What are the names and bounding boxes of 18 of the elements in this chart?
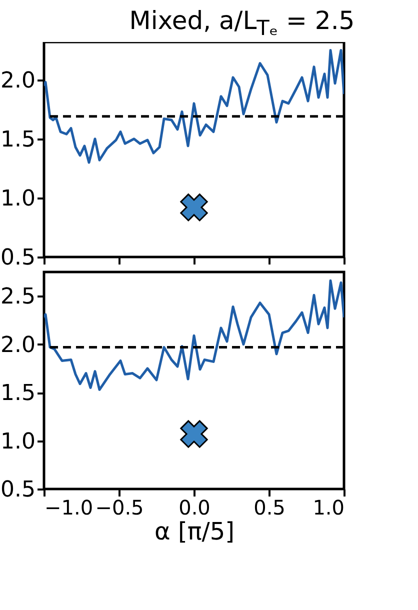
y-tick-label: 1.5 xyxy=(0,127,36,152)
x-tick-label: 0.5 xyxy=(254,496,286,520)
x-tick-label: 1.0 xyxy=(312,496,344,520)
y-tick-label: 2.5 xyxy=(0,284,36,310)
x-tick-label: 0.0 xyxy=(178,496,210,520)
y-tick-label: 0.5 xyxy=(0,478,36,502)
x-tick-label: −0.5 xyxy=(95,496,144,520)
y-tick-label: 2.0 xyxy=(0,332,36,358)
y-tick-label: 1.0 xyxy=(0,186,36,212)
x-tick-label: −1.0 xyxy=(44,496,94,520)
x-axis-title: α [π/5] xyxy=(154,518,234,546)
line-series xyxy=(44,279,344,391)
y-tick-label: 1.5 xyxy=(0,381,36,406)
y-tick-label: 2.0 xyxy=(0,68,36,94)
y-tick-label: 1.0 xyxy=(0,429,36,454)
y-tick-label: 0.5 xyxy=(0,246,36,270)
chart-title: Mixed, a/L$_{Tₑ}$ = 2.5 xyxy=(128,6,356,42)
line-series xyxy=(44,49,344,164)
